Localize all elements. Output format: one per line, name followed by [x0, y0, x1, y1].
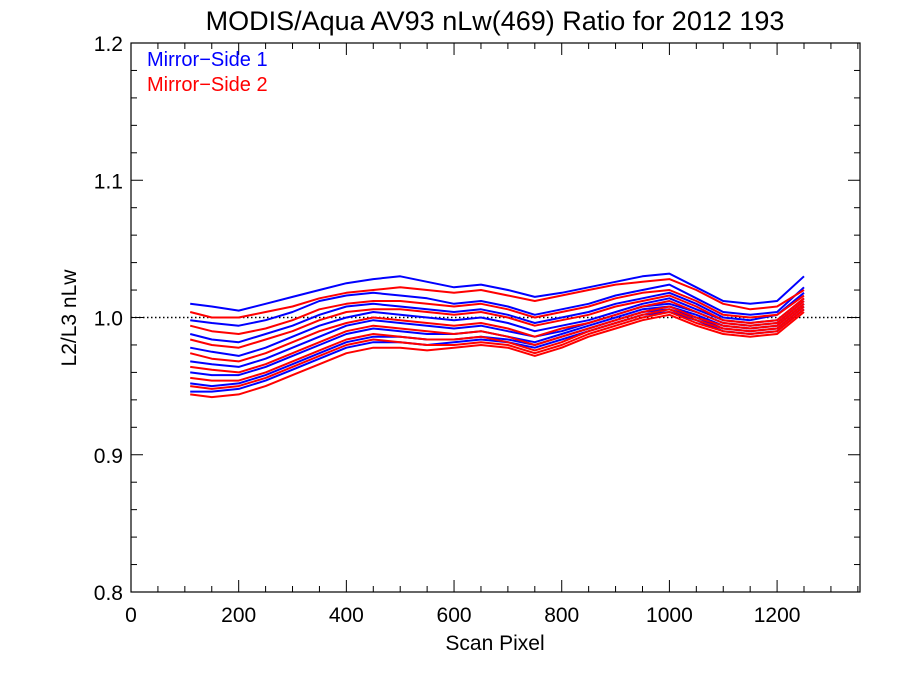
- x-tick-label: 0: [125, 604, 137, 627]
- y-tick-label: 1.1: [94, 170, 123, 193]
- x-tick-label: 1200: [754, 604, 801, 627]
- y-tick-label: 1.2: [94, 33, 123, 56]
- series-layer: [189, 272, 805, 399]
- series-line: [189, 300, 805, 363]
- series-line: [190, 305, 805, 382]
- legend-entry: Mirror−Side 2: [147, 74, 268, 96]
- series-line: [190, 283, 805, 327]
- series-line: [189, 291, 805, 344]
- series-line: [189, 294, 805, 349]
- series-line: [190, 272, 805, 312]
- series-line: [189, 289, 805, 335]
- chart-title: MODIS/Aqua AV93 nLw(469) Ratio for 2012 …: [206, 6, 785, 36]
- series-line: [190, 308, 805, 390]
- legend-entry: Mirror−Side 1: [147, 49, 268, 71]
- axes-layer: 0 200 400 600 800 1000 1200 0.8 0.9 1.0 1.1 1.2: [94, 33, 861, 627]
- x-tick-label: 600: [437, 604, 472, 627]
- y-tick-label: 0.9: [94, 445, 123, 468]
- series-line: [190, 297, 805, 357]
- series-line: [190, 303, 805, 374]
- x-tick-label: 800: [544, 604, 579, 627]
- x-axis-label: Scan Pixel: [445, 632, 544, 655]
- legend: Mirror−Side 1 Mirror−Side 2: [147, 49, 268, 96]
- y-tick-label: 0.8: [94, 582, 123, 605]
- x-tick-label: 400: [329, 604, 364, 627]
- x-tick-label: 200: [221, 604, 256, 627]
- series-line: [190, 311, 805, 399]
- y-axis-label: L2/L3 nLw: [58, 269, 81, 367]
- series-line: [189, 278, 805, 319]
- x-tick-label: 1000: [646, 604, 693, 627]
- y-tick-label: 1.0: [94, 308, 123, 331]
